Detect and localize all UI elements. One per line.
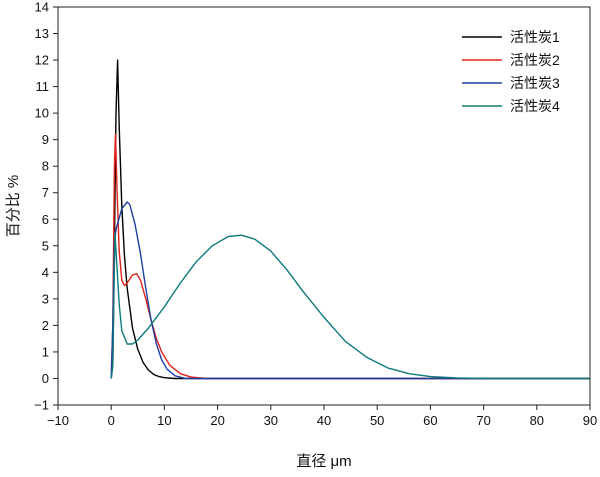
x-tick-label: 20 bbox=[210, 413, 224, 428]
y-tick-label: 7 bbox=[42, 185, 49, 200]
x-axis-label: 直径 μm bbox=[296, 453, 351, 470]
series-line-3 bbox=[110, 201, 590, 380]
legend-label-2: 活性炭2 bbox=[510, 52, 560, 68]
x-tick-label: 80 bbox=[530, 413, 544, 428]
y-tick-label: 1 bbox=[42, 344, 49, 359]
legend-label-4: 活性炭4 bbox=[510, 98, 560, 114]
y-tick-label: 2 bbox=[42, 318, 49, 333]
series-lines bbox=[110, 59, 590, 380]
legend-label-3: 活性炭3 bbox=[510, 75, 560, 91]
x-tick-label: 90 bbox=[583, 413, 597, 428]
y-tick-label: 10 bbox=[35, 106, 49, 121]
y-tick-label: 13 bbox=[35, 26, 49, 41]
x-tick-label: 30 bbox=[264, 413, 278, 428]
x-tick-label: 0 bbox=[108, 413, 115, 428]
ticks: −10 0 10 20 30 40 50 60 70 80 90−10123456789101112… bbox=[34, 0, 597, 428]
x-tick-label: 70 bbox=[476, 413, 490, 428]
legend-label-1: 活性炭1 bbox=[510, 29, 560, 45]
y-tick-label: 14 bbox=[35, 0, 49, 15]
series-line-2 bbox=[110, 133, 590, 380]
y-axis-label: 百分比 % bbox=[5, 175, 22, 238]
x-tick-label: 50 bbox=[370, 413, 384, 428]
y-tick-label: 11 bbox=[36, 79, 50, 94]
x-tick-label: −10 bbox=[47, 413, 69, 428]
y-tick-label: 0 bbox=[42, 371, 49, 386]
x-tick-label: 40 bbox=[317, 413, 331, 428]
y-tick-label: −1 bbox=[34, 398, 49, 413]
y-tick-label: 6 bbox=[42, 212, 49, 227]
x-tick-label: 60 bbox=[423, 413, 437, 428]
y-tick-label: 9 bbox=[42, 132, 49, 147]
y-tick-label: 5 bbox=[42, 238, 49, 253]
y-tick-label: 8 bbox=[42, 159, 49, 174]
y-tick-label: 4 bbox=[42, 265, 49, 280]
plot-frame bbox=[57, 6, 591, 406]
y-tick-label: 12 bbox=[35, 53, 49, 68]
x-tick-label: 10 bbox=[157, 413, 171, 428]
series-line-4 bbox=[110, 231, 590, 380]
y-tick-label: 3 bbox=[42, 291, 49, 306]
legend: 活性炭1 活性炭2 活性炭3 活性炭4 bbox=[462, 29, 560, 114]
